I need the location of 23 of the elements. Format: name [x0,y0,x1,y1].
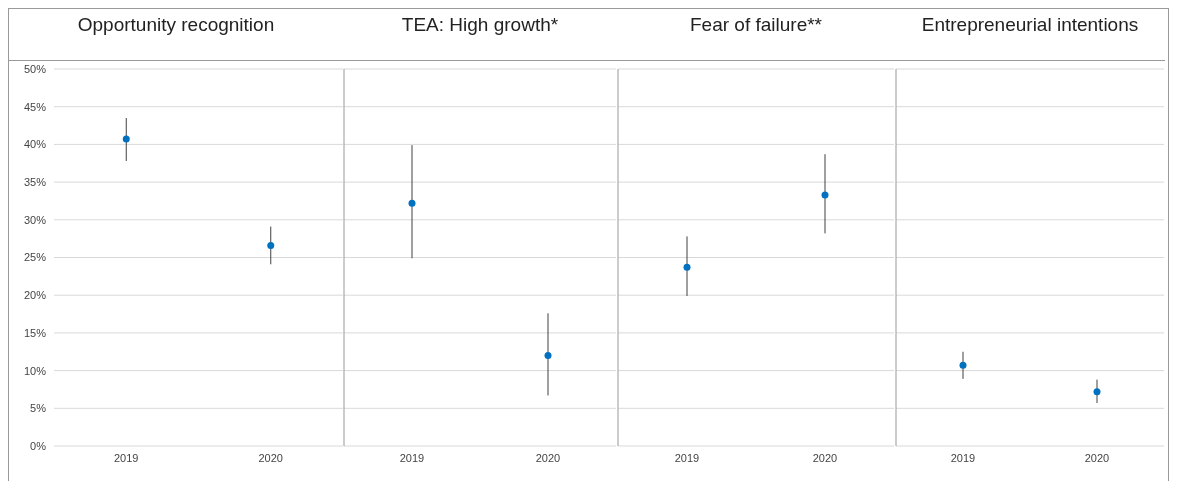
y-tick-label: 10% [23,364,47,377]
chart-title: TEA: High growth* [343,9,617,61]
chart-title: Entrepreneurial intentions [895,9,1165,61]
x-tick-label: 2019 [399,451,425,464]
y-tick-label: 40% [23,138,47,151]
y-tick-label: 30% [23,213,47,226]
y-tick-label: 20% [23,289,47,302]
x-tick-label: 2020 [535,451,561,464]
y-tick-label: 45% [23,100,47,113]
x-tick-label: 2020 [1084,451,1110,464]
x-tick-label: 2020 [258,451,283,464]
y-tick-label: 25% [23,251,47,264]
y-tick-label: 35% [23,176,47,189]
y-tick-label: 50% [23,62,47,75]
y-tick-label: 5% [30,402,47,415]
y-tick-label: 15% [23,326,47,339]
x-tick-label: 2020 [812,451,838,464]
y-tick-label: 0% [30,439,47,452]
chart-title: Opportunity recognition [9,9,343,61]
x-tick-label: 2019 [950,451,976,464]
x-tick-label: 2019 [674,451,700,464]
x-tick-label: 2019 [114,451,139,464]
chart-title: Fear of failure** [617,9,895,61]
